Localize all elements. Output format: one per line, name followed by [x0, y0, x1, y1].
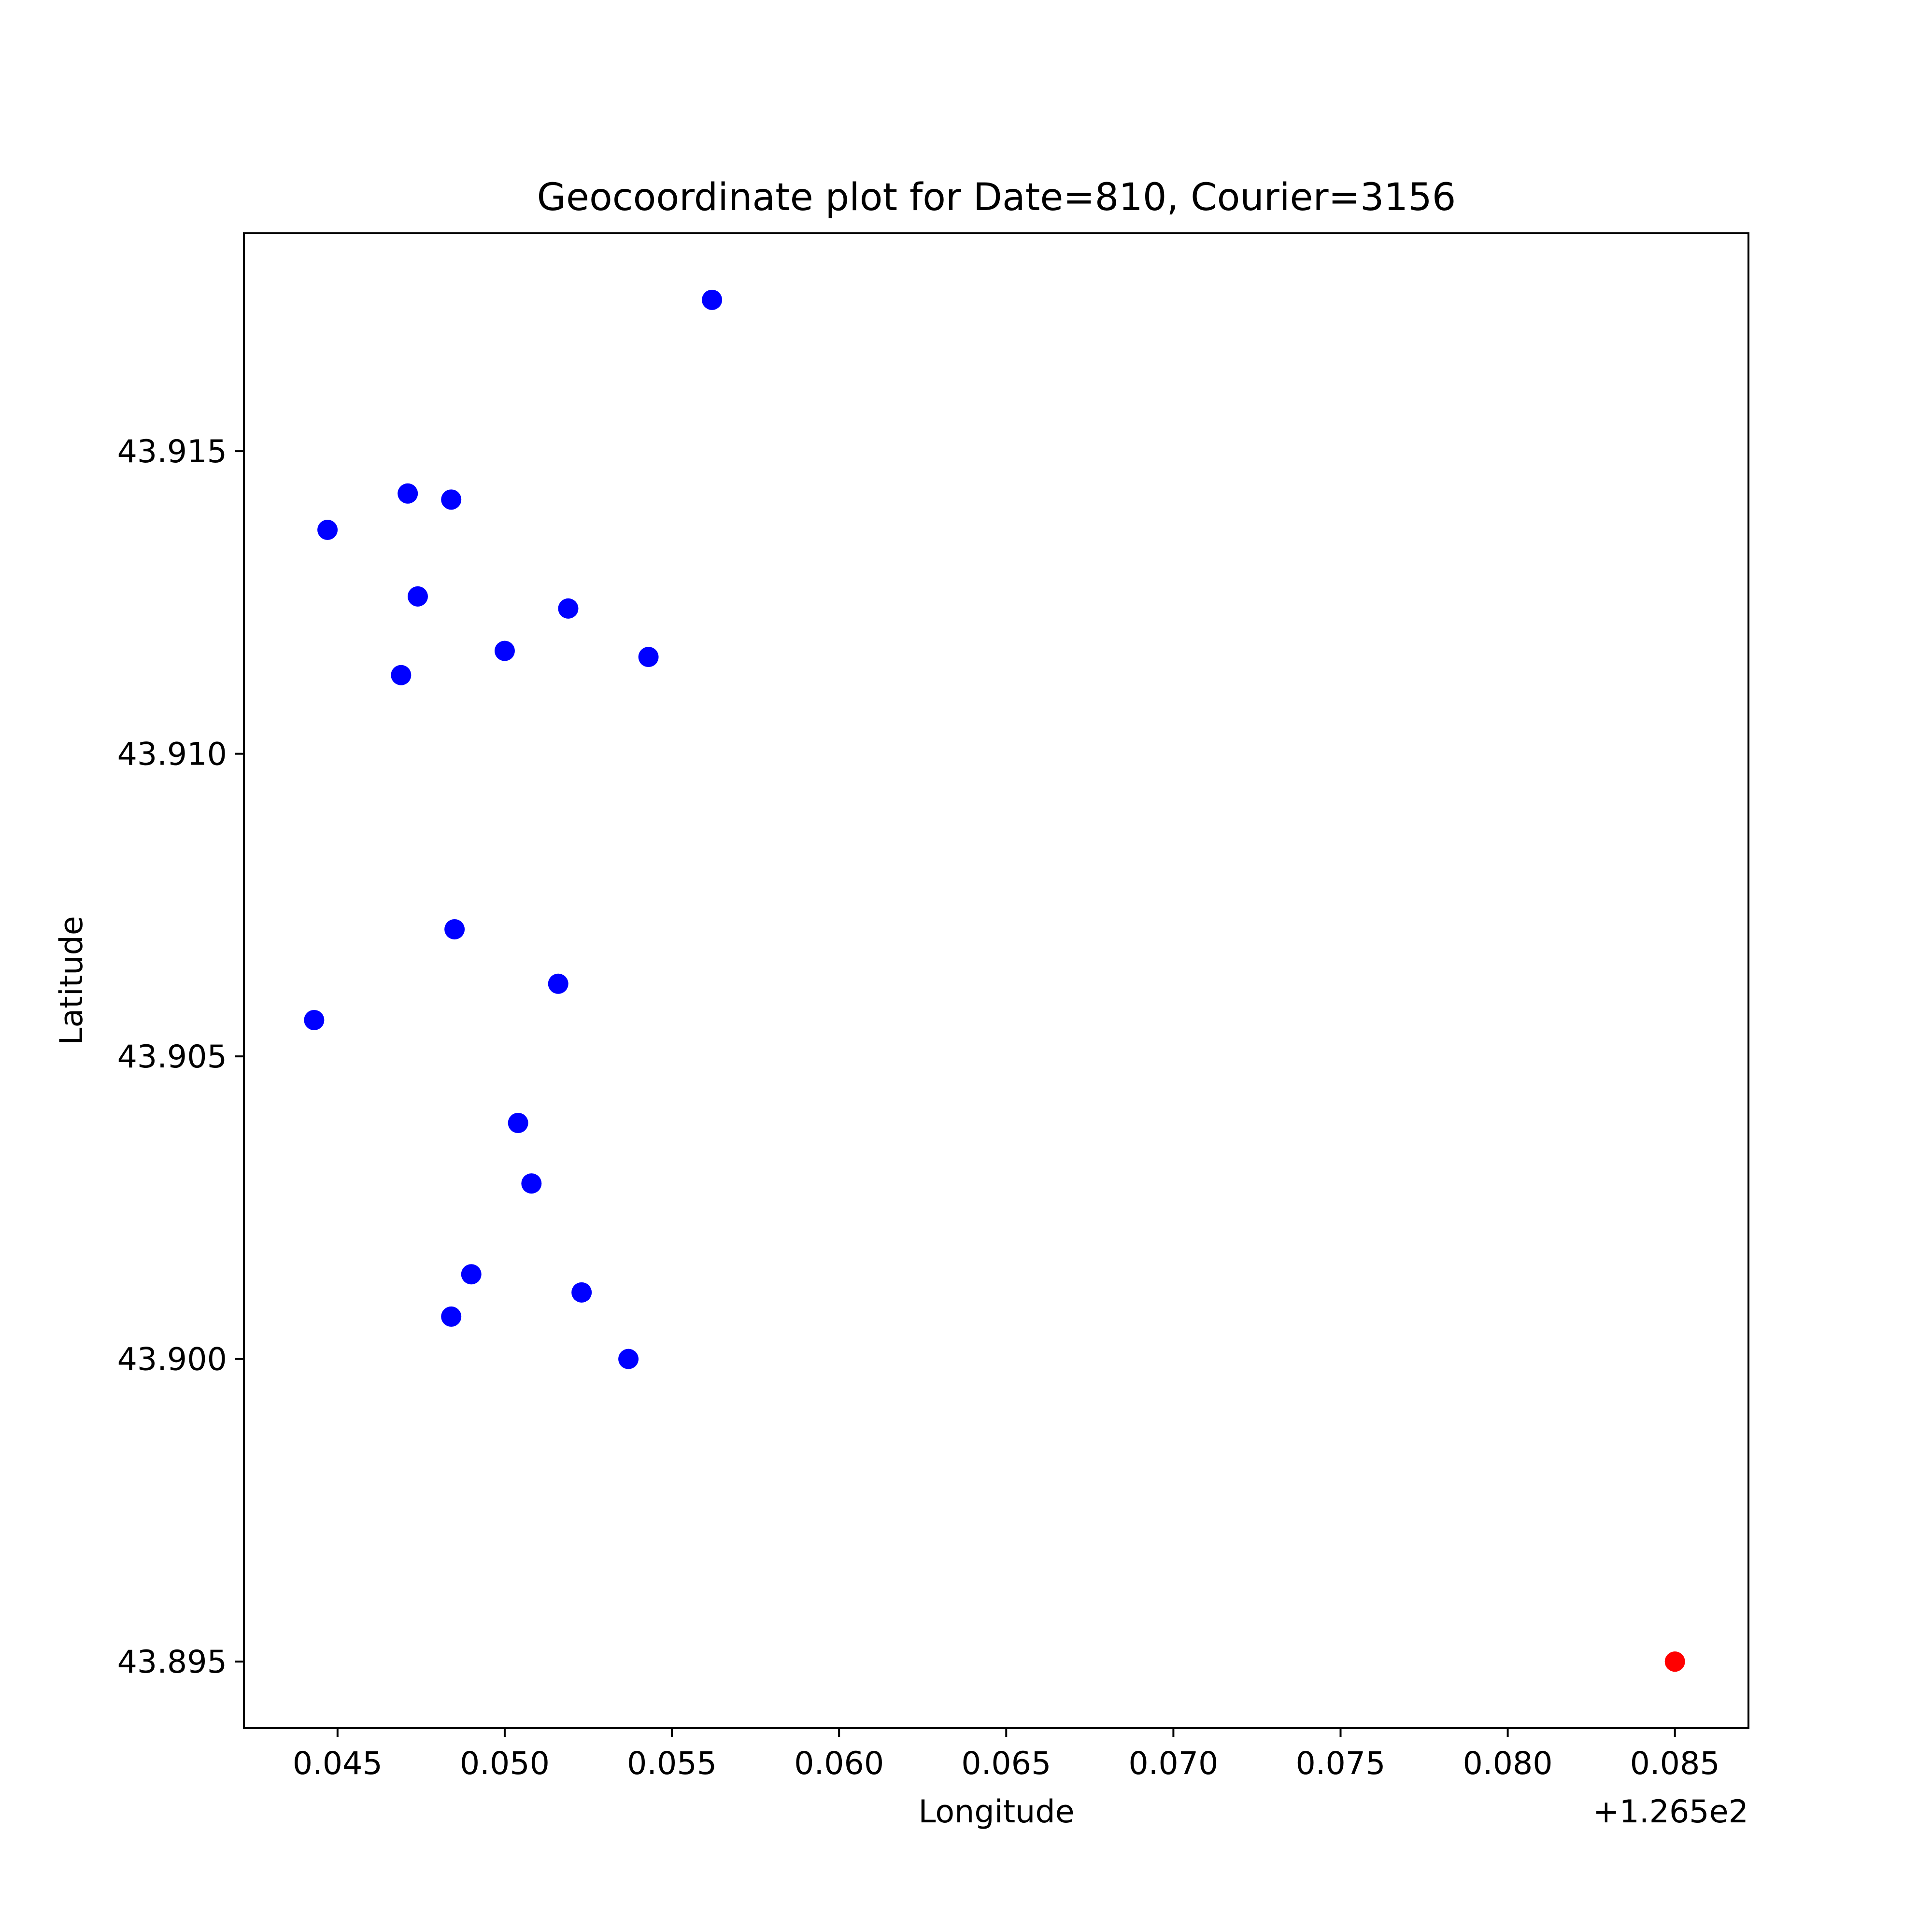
- x-tick-label: 0.055: [627, 1746, 717, 1782]
- data-point: [494, 640, 515, 661]
- data-point: [618, 1349, 639, 1369]
- highlight-point: [1664, 1651, 1685, 1672]
- data-point: [391, 665, 412, 685]
- data-point: [521, 1173, 542, 1194]
- y-tick-label: 43.895: [117, 1644, 227, 1680]
- x-axis: 0.045 0.050 0.055 0.060 0.065 0.070 0.075 0.080…: [293, 1728, 1720, 1782]
- data-point: [398, 483, 418, 504]
- y-tick-label: 43.900: [117, 1342, 227, 1378]
- data-point: [441, 489, 462, 510]
- data-point: [441, 1306, 462, 1327]
- data-point: [702, 289, 723, 310]
- x-tick-label: 0.080: [1463, 1746, 1553, 1782]
- x-tick-label: 0.050: [460, 1746, 550, 1782]
- data-point: [571, 1282, 592, 1303]
- data-point: [508, 1112, 528, 1133]
- data-point: [444, 919, 465, 939]
- data-point: [558, 598, 579, 619]
- x-tick-label: 0.045: [293, 1746, 383, 1782]
- data-point: [407, 586, 428, 607]
- y-axis: 43.895 43.900 43.905 43.910 43.915: [117, 434, 244, 1680]
- y-tick-label: 43.915: [117, 434, 227, 470]
- data-points: [304, 289, 1685, 1672]
- data-point: [638, 647, 659, 668]
- data-point: [317, 519, 338, 540]
- chart-title: Geocoordinate plot for Date=810, Courier…: [537, 176, 1456, 219]
- y-tick-label: 43.910: [117, 737, 227, 773]
- data-point: [548, 973, 568, 994]
- x-tick-label: 0.075: [1295, 1746, 1385, 1782]
- x-tick-label: 0.070: [1128, 1746, 1218, 1782]
- x-tick-label: 0.060: [794, 1746, 884, 1782]
- x-tick-label: 0.085: [1630, 1746, 1720, 1782]
- y-axis-label: Latitude: [54, 916, 90, 1045]
- data-point: [461, 1264, 482, 1285]
- x-axis-offset-label: +1.265e2: [1593, 1794, 1748, 1830]
- data-point: [304, 1009, 325, 1030]
- x-tick-label: 0.065: [961, 1746, 1051, 1782]
- x-axis-label: Longitude: [918, 1794, 1074, 1830]
- y-tick-label: 43.905: [117, 1039, 227, 1075]
- plot-area: [243, 232, 1749, 1729]
